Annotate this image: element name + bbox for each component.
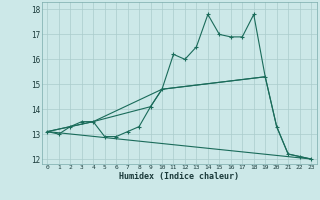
X-axis label: Humidex (Indice chaleur): Humidex (Indice chaleur) — [119, 172, 239, 181]
